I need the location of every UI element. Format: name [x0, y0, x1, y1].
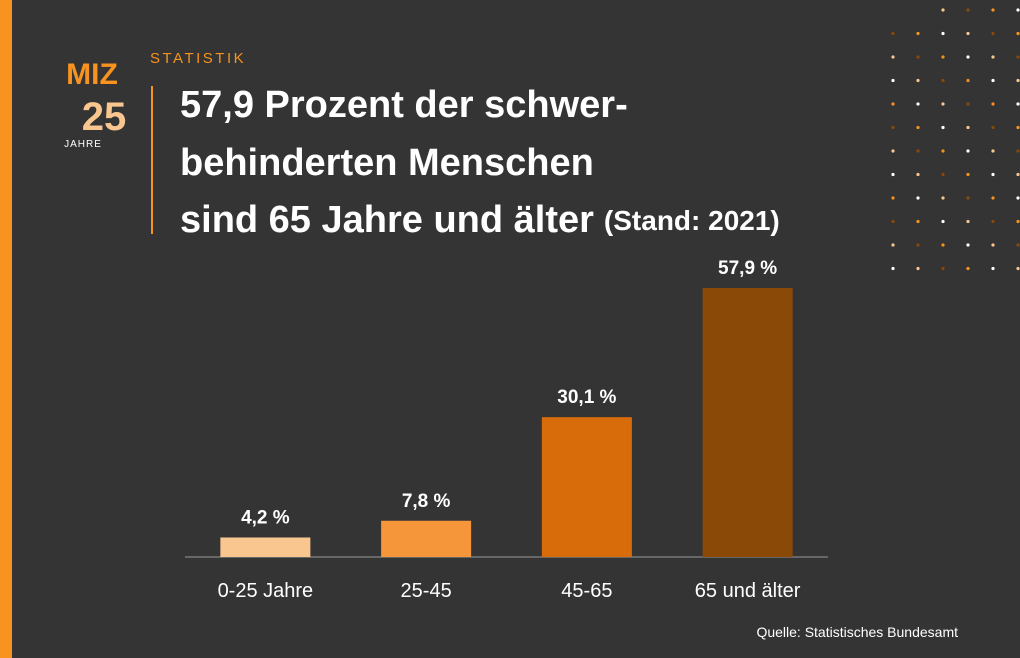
dot: [991, 172, 995, 177]
dot: [966, 31, 970, 36]
dot: [966, 125, 970, 130]
dot: [991, 219, 995, 224]
dot: [916, 196, 920, 200]
dot: [991, 8, 995, 12]
dot: [916, 219, 920, 224]
dot: [891, 55, 895, 59]
dot: [891, 31, 895, 36]
dot: [916, 172, 920, 177]
dot: [966, 219, 970, 224]
dot: [966, 8, 970, 12]
dot: [916, 266, 920, 271]
dot: [941, 219, 945, 224]
dot: [941, 55, 945, 59]
dot: [991, 243, 995, 247]
value-label: 57,9 %: [718, 258, 777, 279]
dot: [941, 266, 945, 271]
dot: [991, 55, 995, 59]
bar: [541, 417, 632, 557]
dot: [1016, 243, 1020, 247]
x-tick-label: 45-65: [561, 580, 612, 602]
dot: [1016, 102, 1020, 106]
dot: [966, 196, 970, 200]
dot: [1016, 196, 1020, 200]
dot: [991, 31, 995, 36]
dot: [891, 266, 895, 271]
dot: [991, 149, 995, 153]
dot: [991, 102, 995, 106]
x-tick-label: 25-45: [401, 580, 452, 602]
dot: [1016, 266, 1020, 271]
dot: [891, 102, 895, 106]
dot: [916, 55, 920, 59]
chart-title: 57,9 Prozent der schwer-: [180, 84, 628, 126]
dot: [891, 78, 895, 83]
dot: [891, 243, 895, 247]
chart-title: sind 65 Jahre und älter: [180, 199, 594, 241]
dot: [916, 102, 920, 106]
dot: [966, 243, 970, 247]
value-label: 30,1 %: [557, 387, 616, 408]
dot: [991, 266, 995, 271]
dot: [941, 196, 945, 200]
dot: [941, 149, 945, 153]
kicker: STATISTIK: [150, 50, 246, 67]
dot: [1016, 8, 1020, 12]
dot: [916, 149, 920, 153]
dot: [891, 149, 895, 153]
dot: [1016, 78, 1020, 83]
dot: [891, 172, 895, 177]
dot: [1016, 219, 1020, 224]
dot: [966, 102, 970, 106]
logo-number: 25: [82, 95, 127, 139]
value-label: 7,8 %: [402, 491, 451, 512]
dot: [916, 125, 920, 130]
dot: [1016, 55, 1020, 59]
dot: [941, 31, 945, 36]
bar: [381, 520, 472, 557]
dot: [941, 8, 945, 12]
bar: [220, 537, 311, 557]
dot: [1016, 125, 1020, 130]
dot-pattern: [891, 8, 1020, 271]
dot: [941, 125, 945, 130]
dot: [966, 266, 970, 271]
dot: [941, 243, 945, 247]
dot: [891, 196, 895, 200]
accent-stripe: [0, 0, 12, 658]
dot: [966, 172, 970, 177]
dot: [991, 125, 995, 130]
dot: [891, 125, 895, 130]
logo-mark: MIZ: [66, 58, 118, 91]
source: Quelle: Statistisches Bundesamt: [756, 624, 958, 640]
dot: [941, 78, 945, 83]
dot: [991, 78, 995, 83]
dot: [891, 219, 895, 224]
dot: [966, 78, 970, 83]
dot: [1016, 31, 1020, 36]
dot: [916, 78, 920, 83]
chart-subtitle: (Stand: 2021): [604, 205, 780, 236]
dot: [966, 149, 970, 153]
dot: [941, 102, 945, 106]
dot: [916, 31, 920, 36]
dot: [1016, 149, 1020, 153]
dot: [966, 55, 970, 59]
dot: [916, 243, 920, 247]
chart-title: behinderten Menschen: [180, 142, 594, 184]
x-tick-label: 0-25 Jahre: [218, 580, 314, 602]
bar: [702, 287, 793, 557]
x-tick-label: 65 und älter: [695, 580, 801, 602]
dot: [1016, 172, 1020, 177]
logo-caption: JAHRE: [64, 139, 102, 150]
dot: [941, 172, 945, 177]
dot: [991, 196, 995, 200]
value-label: 4,2 %: [241, 507, 290, 528]
